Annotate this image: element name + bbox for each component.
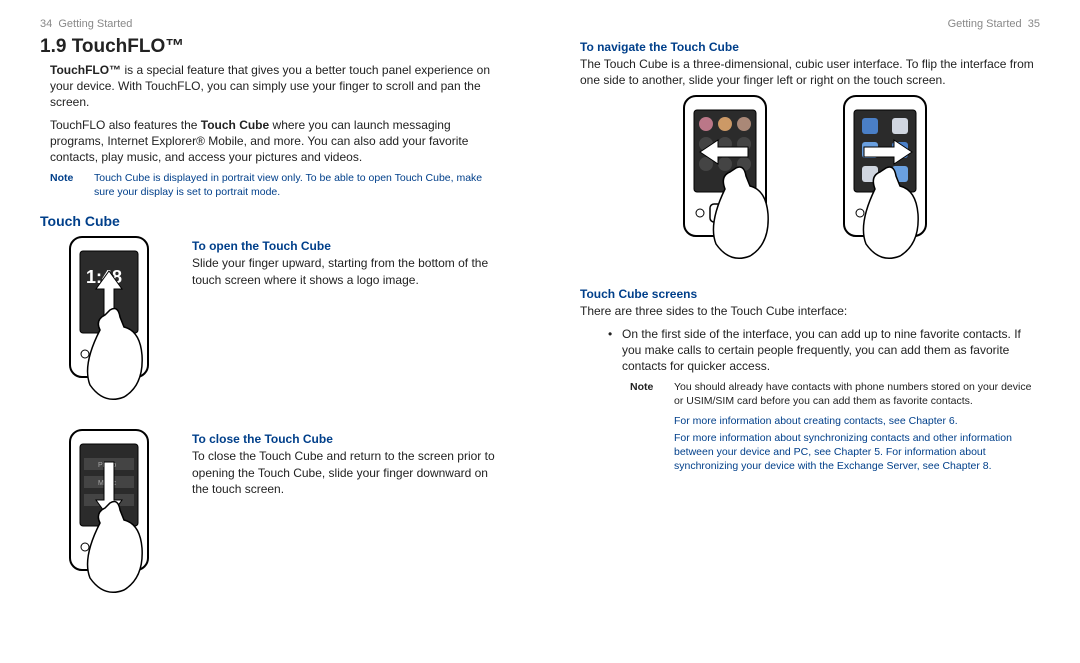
note-text: You should already have contacts with ph…: [674, 380, 1040, 408]
bullet-item: On the first side of the interface, you …: [608, 326, 1040, 375]
close-paragraph: To close the Touch Cube and return to th…: [192, 448, 500, 497]
bold-term: TouchFLO™: [50, 63, 121, 77]
phone-illustration-swipe-down: Photo Music: [60, 428, 170, 603]
phone-pair: [580, 94, 1040, 269]
screens-intro: There are three sides to the Touch Cube …: [580, 303, 1040, 319]
note-link-1: For more information about creating cont…: [674, 414, 1040, 428]
intro-paragraph-2: TouchFLO also features the Touch Cube wh…: [50, 117, 500, 166]
close-cube-row: Photo Music To close the Touch Cube To: [60, 428, 500, 603]
page-34: 34 Getting Started 1.9 TouchFLO™ TouchFL…: [0, 0, 540, 663]
page-number: 35: [1028, 18, 1040, 30]
bullet-list: On the first side of the interface, you …: [608, 326, 1040, 375]
close-cube-text: To close the Touch Cube To close the Tou…: [192, 428, 500, 603]
open-paragraph: Slide your finger upward, starting from …: [192, 255, 500, 287]
page-spread: 34 Getting Started 1.9 TouchFLO™ TouchFL…: [0, 0, 1080, 663]
screens-heading: Touch Cube screens: [580, 287, 1040, 301]
body-text: TouchFLO also features the: [50, 118, 201, 132]
running-title: Getting Started: [58, 18, 132, 30]
subsection-heading: Touch Cube: [40, 213, 500, 229]
page-number: 34: [40, 18, 52, 30]
note-link-2: For more information about synchronizing…: [674, 431, 1040, 474]
open-heading: To open the Touch Cube: [192, 239, 500, 253]
running-title: Getting Started: [948, 18, 1022, 30]
page-35: Getting Started 35 To navigate the Touch…: [540, 0, 1080, 663]
note-block: Note Touch Cube is displayed in portrait…: [50, 171, 500, 199]
phone-illustration-swipe-left: [670, 94, 790, 269]
note-label: Note: [50, 171, 80, 199]
navigate-paragraph: The Touch Cube is a three-dimensional, c…: [580, 56, 1040, 88]
bold-term: Touch Cube: [201, 118, 269, 132]
nested-notes: Note You should already have contacts wi…: [630, 380, 1040, 473]
note-block: Note You should already have contacts wi…: [630, 380, 1040, 408]
running-header-left: 34 Getting Started: [40, 18, 500, 30]
open-cube-text: To open the Touch Cube Slide your finger…: [192, 235, 500, 410]
note-text: Touch Cube is displayed in portrait view…: [94, 171, 500, 199]
navigate-heading: To navigate the Touch Cube: [580, 40, 1040, 54]
section-heading: 1.9 TouchFLO™: [40, 36, 500, 58]
close-heading: To close the Touch Cube: [192, 432, 500, 446]
phone-illustration-swipe-up: 1:48: [60, 235, 170, 410]
intro-paragraph-1: TouchFLO™ is a special feature that give…: [50, 62, 500, 111]
running-header-right: Getting Started 35: [580, 18, 1040, 30]
note-label: Note: [630, 380, 660, 408]
phone-illustration-swipe-right: [830, 94, 950, 269]
open-cube-row: 1:48 To open the Touch Cube Slide your f…: [60, 235, 500, 410]
